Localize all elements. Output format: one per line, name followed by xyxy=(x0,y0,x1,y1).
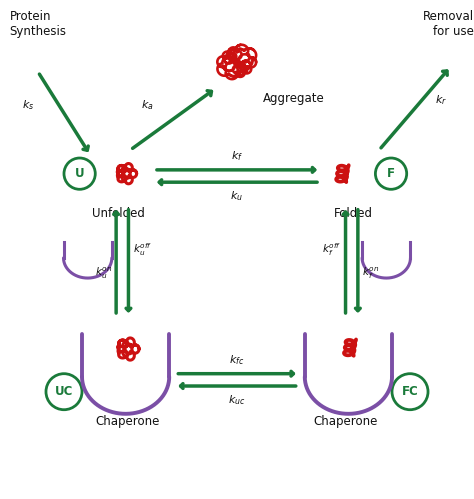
Text: UC: UC xyxy=(55,385,73,398)
Text: Unfolded: Unfolded xyxy=(92,207,145,220)
Text: $k_u$: $k_u$ xyxy=(230,189,244,203)
Text: $k_u^{off}$: $k_u^{off}$ xyxy=(133,241,152,258)
Text: Chaperone: Chaperone xyxy=(314,415,378,429)
Text: Chaperone: Chaperone xyxy=(96,415,160,429)
Text: $k_f$: $k_f$ xyxy=(231,149,243,163)
Text: $k_{fc}$: $k_{fc}$ xyxy=(229,353,245,367)
Text: $k_f^{off}$: $k_f^{off}$ xyxy=(322,241,341,258)
Text: F: F xyxy=(387,167,395,180)
Text: FC: FC xyxy=(401,385,419,398)
Text: $k_u^{on}$: $k_u^{on}$ xyxy=(94,265,112,281)
Text: Folded: Folded xyxy=(334,207,373,220)
Text: $k_{uc}$: $k_{uc}$ xyxy=(228,393,246,407)
Text: Aggregate: Aggregate xyxy=(263,92,325,105)
Text: Protein
Synthesis: Protein Synthesis xyxy=(9,10,66,38)
Text: $k_a$: $k_a$ xyxy=(141,98,153,112)
Text: Removal
for use: Removal for use xyxy=(423,10,474,38)
Text: $k_f^{on}$: $k_f^{on}$ xyxy=(362,265,380,281)
Text: $k_s$: $k_s$ xyxy=(22,98,35,112)
Text: U: U xyxy=(75,167,84,180)
Text: $k_r$: $k_r$ xyxy=(435,93,447,107)
